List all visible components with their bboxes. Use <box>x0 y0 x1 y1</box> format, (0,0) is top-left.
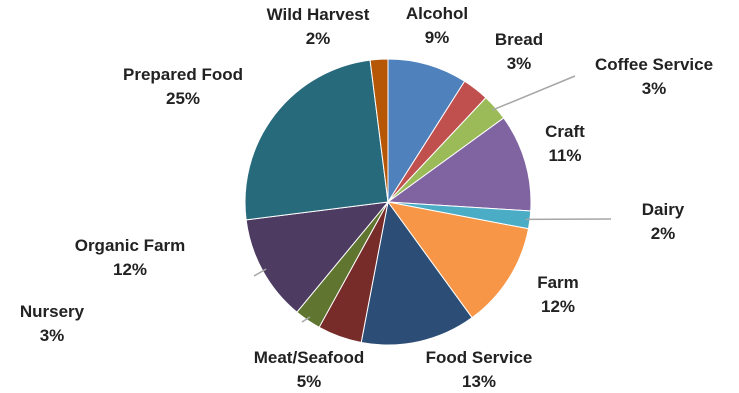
slice-label-organic-farm: Organic Farm <box>75 236 186 255</box>
slice-percent-organic-farm: 12% <box>113 260 147 279</box>
slice-alcohol <box>387 58 466 204</box>
slice-label-nursery: Nursery <box>20 302 85 321</box>
slice-label-dairy: Dairy <box>642 200 685 219</box>
slice-label-farm: Farm <box>537 273 579 292</box>
slice-percent-craft: 11% <box>548 146 581 165</box>
slice-label-prepared-food: Prepared Food <box>123 65 243 84</box>
slice-craft <box>386 117 532 212</box>
pie-slices <box>244 58 532 346</box>
slice-label-alcohol: Alcohol <box>406 4 468 23</box>
leader-line-nursery <box>301 316 311 323</box>
slice-percent-alcohol: 9% <box>425 28 450 47</box>
slice-farm <box>386 201 530 319</box>
slice-label-craft: Craft <box>545 122 585 141</box>
slice-food-service <box>360 200 473 346</box>
slice-label-wild-harvest: Wild Harvest <box>267 5 370 24</box>
slice-label-coffee-service: Coffee Service <box>595 55 713 74</box>
slice-percent-food-service: 13% <box>462 372 496 391</box>
slice-percent-prepared-food: 25% <box>166 89 200 108</box>
slice-wild-harvest <box>369 58 389 203</box>
slice-percent-wild-harvest: 2% <box>306 29 331 48</box>
leader-line-coffee-service <box>492 75 576 111</box>
slice-percent-dairy: 2% <box>651 224 676 243</box>
slice-label-food-service: Food Service <box>426 348 533 367</box>
slice-labels: Alcohol 9% Bread 3% Coffee Service 3% Craft 11%… <box>20 4 713 391</box>
slice-percent-meat-seafood: 5% <box>297 372 322 391</box>
leader-line-organic-farm <box>253 268 267 277</box>
slice-label-meat-seafood: Meat/Seafood <box>254 348 365 367</box>
slice-percent-nursery: 3% <box>40 326 65 345</box>
slice-percent-bread: 3% <box>507 54 532 73</box>
slice-label-bread: Bread <box>495 30 543 49</box>
slice-prepared-food <box>244 59 389 221</box>
leader-lines <box>253 75 612 323</box>
slice-percent-farm: 12% <box>541 297 575 316</box>
slice-percent-coffee-service: 3% <box>642 79 667 98</box>
